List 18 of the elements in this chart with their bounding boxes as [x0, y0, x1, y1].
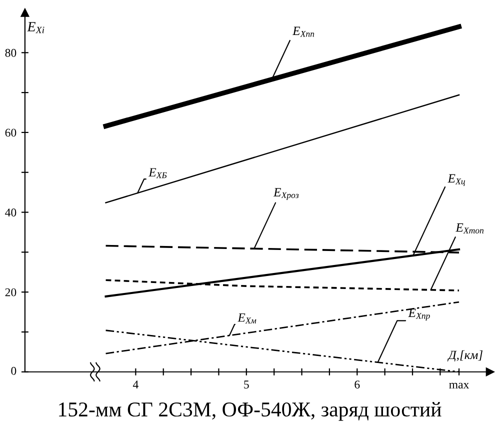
x-axis-title: Д,[км]	[447, 350, 482, 362]
x-tick-label: 6	[354, 380, 360, 389]
text: 152-мм СГ 2С3М, ОФ-540Ж, заряд шостий	[59, 402, 442, 421]
x-tick-label: 5	[244, 380, 249, 389]
text: E$_{Xц}$	[448, 174, 465, 186]
y-axis-title: E$_{Xi}$	[27, 22, 44, 34]
series-label: E$_{XБ}$	[148, 168, 167, 178]
series-label: E$_{Xм}$	[238, 313, 256, 324]
x-tick-label: 4	[132, 380, 138, 388]
y-tick-label: 0	[11, 366, 16, 375]
y-tick-label: 20	[5, 288, 16, 296]
text: E$_{Xтоп}$	[456, 223, 484, 234]
y-tick-label: 80	[5, 48, 16, 57]
text: E$_{Xроз}$	[273, 188, 299, 200]
y-tick-label: 40	[5, 208, 16, 216]
text: E$_{Xпп}$	[292, 26, 314, 37]
y-tick-label: 60	[5, 128, 16, 137]
x-tick-label: max	[449, 382, 470, 389]
